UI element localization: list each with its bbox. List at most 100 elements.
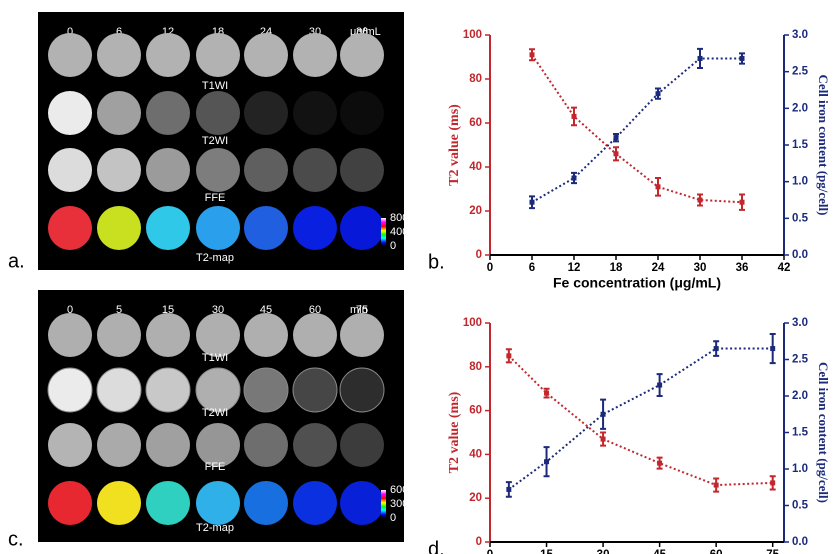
sample-well: [145, 367, 191, 413]
sample-well: [195, 367, 241, 413]
data-point: [600, 436, 606, 442]
colorbar-label: 800: [390, 212, 408, 224]
series-line: [531, 54, 743, 204]
x-tick-label: 12: [568, 262, 581, 274]
y-tick-label: 20: [469, 492, 482, 504]
sample-well: [146, 206, 190, 250]
sample-well: [48, 423, 92, 467]
x-tick-label: 60: [710, 549, 723, 554]
sample-well: [340, 313, 384, 357]
sample-well: [244, 423, 288, 467]
y-axis-label: T2 value (ms): [447, 391, 462, 473]
x-tick-label: 45: [653, 549, 666, 554]
sample-well: [196, 423, 240, 467]
series-line: [508, 355, 773, 487]
y-tick-label: 40: [469, 161, 482, 173]
y2-tick-label: 0.0: [792, 536, 808, 548]
colorbar-label: 600: [390, 484, 408, 496]
column-label: 60: [309, 304, 321, 316]
sample-well: [97, 91, 141, 135]
sample-well: [48, 481, 92, 525]
y-tick-label: 0: [476, 536, 482, 548]
y2-tick-label: 2.0: [792, 102, 808, 114]
y-tick-label: 0: [476, 249, 482, 261]
row-label: T1WI: [202, 80, 228, 92]
sample-well: [340, 423, 384, 467]
column-label: 5: [116, 304, 122, 316]
series-line: [531, 57, 742, 204]
data-point: [571, 175, 577, 181]
data-point: [529, 199, 535, 205]
y2-tick-label: 0.5: [792, 212, 809, 224]
sample-well: [97, 206, 141, 250]
sample-well: [146, 33, 190, 77]
panel-label: c.: [8, 528, 24, 550]
sample-well: [48, 148, 92, 192]
data-point: [713, 482, 719, 488]
y2-tick-label: 1.5: [792, 139, 809, 151]
y2-tick-label: 1.0: [792, 176, 808, 188]
y-axis-label: T2 value (ms): [447, 104, 462, 186]
x-tick-label: 30: [694, 262, 707, 274]
y-tick-label: 60: [469, 117, 482, 129]
y2-axis-label: Cell iron content (pg/cell): [816, 75, 831, 216]
data-point: [506, 353, 512, 359]
y2-tick-label: 3.0: [792, 29, 808, 41]
sample-well: [196, 148, 240, 192]
data-point: [506, 486, 512, 492]
panel-label: d.: [428, 538, 445, 554]
sample-well: [244, 33, 288, 77]
column-label: 30: [212, 304, 224, 316]
sample-well: [243, 367, 289, 413]
sample-well: [48, 313, 92, 357]
column-label: 15: [162, 304, 174, 316]
data-point: [770, 480, 776, 486]
data-point: [655, 91, 661, 97]
sample-well: [293, 148, 337, 192]
sample-well: [196, 91, 240, 135]
sample-well: [292, 367, 338, 413]
sample-well: [340, 206, 384, 250]
column-label: 6: [116, 26, 122, 38]
sample-well: [97, 313, 141, 357]
y2-tick-label: 2.0: [792, 390, 808, 402]
panel-label: a.: [8, 250, 25, 272]
colorbar-label: 0: [390, 240, 396, 252]
data-point: [544, 459, 550, 465]
row-label: T2WI: [202, 407, 228, 419]
sample-well: [293, 423, 337, 467]
column-label: 75: [356, 304, 368, 316]
sample-well: [48, 206, 92, 250]
y-tick-label: 80: [469, 361, 482, 373]
data-point: [697, 197, 703, 203]
sample-well: [196, 33, 240, 77]
x-tick-label: 24: [652, 262, 665, 274]
sample-well: [293, 206, 337, 250]
panel-label: b.: [428, 251, 445, 273]
x-tick-label: 30: [597, 549, 610, 554]
colorbar-label: 0: [390, 512, 396, 524]
sample-well: [340, 91, 384, 135]
sample-well: [146, 148, 190, 192]
x-tick-label: 36: [736, 262, 749, 274]
x-tick-label: 6: [529, 262, 535, 274]
sample-well: [244, 148, 288, 192]
x-tick-label: 0: [487, 262, 493, 274]
sample-well: [97, 423, 141, 467]
sample-well: [47, 367, 93, 413]
sample-well: [196, 481, 240, 525]
x-tick-label: 18: [610, 262, 623, 274]
sample-well: [196, 206, 240, 250]
data-point: [600, 411, 606, 417]
y2-tick-label: 0.5: [792, 500, 809, 512]
colorbar: [381, 490, 386, 518]
x-tick-label: 42: [778, 262, 791, 274]
sample-well: [244, 313, 288, 357]
sample-well: [244, 91, 288, 135]
colorbar-label: 300: [390, 498, 408, 510]
data-point: [713, 346, 719, 352]
data-point: [739, 199, 745, 205]
y2-tick-label: 2.5: [792, 66, 809, 78]
column-label: 0: [67, 304, 73, 316]
